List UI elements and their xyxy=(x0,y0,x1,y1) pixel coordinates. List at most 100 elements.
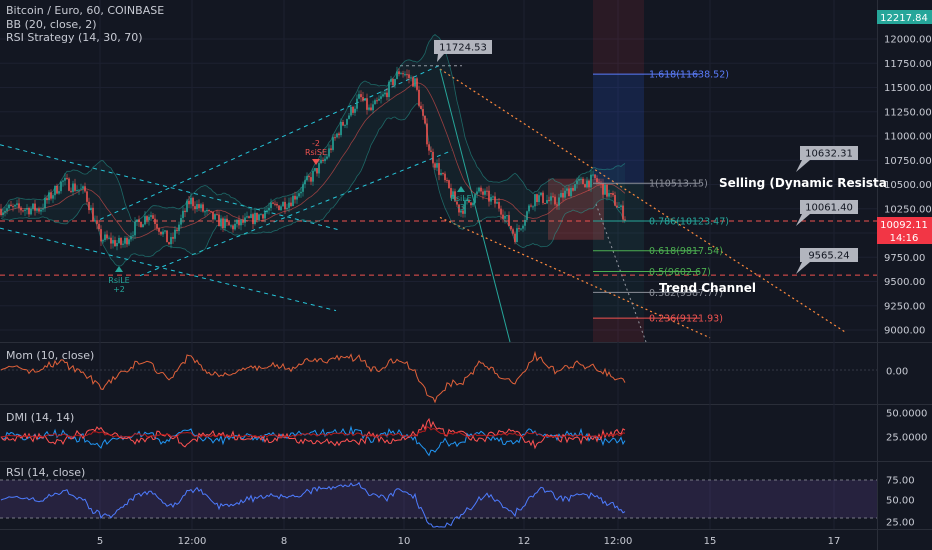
candle xyxy=(562,192,564,198)
candle xyxy=(614,195,616,206)
candle xyxy=(590,174,592,188)
candle xyxy=(256,212,258,221)
symbol-legend[interactable]: Bitcoin / Euro, 60, COINBASE xyxy=(6,4,165,17)
dmi-pane-title[interactable]: DMI (14, 14) xyxy=(6,411,75,424)
candle xyxy=(584,184,586,188)
candle xyxy=(306,176,308,181)
rsi-line xyxy=(0,481,626,528)
channel-line xyxy=(99,64,441,220)
bb-upper xyxy=(0,33,626,223)
candle xyxy=(286,207,288,210)
candle xyxy=(260,214,262,216)
candle xyxy=(316,168,318,174)
candle xyxy=(574,184,576,191)
candle xyxy=(156,224,158,229)
candle xyxy=(442,173,444,175)
candle xyxy=(278,205,280,211)
candle xyxy=(196,204,198,210)
callout-mid-2: 10061.40 xyxy=(796,200,858,226)
bb-legend[interactable]: BB (20, close, 2) xyxy=(6,18,97,31)
candle xyxy=(376,100,378,102)
candle xyxy=(222,218,224,229)
candle xyxy=(78,189,80,191)
candle xyxy=(480,187,482,192)
candle xyxy=(386,92,388,98)
candle xyxy=(458,204,460,213)
candle xyxy=(510,225,512,230)
candle xyxy=(40,209,42,212)
candle xyxy=(358,94,360,99)
candle xyxy=(48,192,50,201)
candle xyxy=(4,210,6,213)
candle xyxy=(302,184,304,192)
fib-levels: 1.618(11638.52) 1(10513.15) 0.786(10123.47… xyxy=(593,70,729,325)
candle xyxy=(102,240,104,242)
candle xyxy=(150,215,152,217)
fib-zone-extension xyxy=(593,74,644,184)
candle xyxy=(402,73,404,75)
price-scale[interactable] xyxy=(877,0,932,550)
last-price-text: 10092.11 xyxy=(880,220,928,231)
candle xyxy=(186,200,188,212)
candle xyxy=(374,100,376,105)
last-price-badge xyxy=(877,217,932,231)
candle xyxy=(42,208,44,210)
candle xyxy=(594,174,596,179)
fib-zone-bottom xyxy=(593,318,644,342)
candle xyxy=(560,192,562,198)
candle xyxy=(88,201,90,211)
candle xyxy=(264,212,266,219)
candle xyxy=(280,206,282,211)
candle xyxy=(30,208,32,215)
rsi-le-count: -3 xyxy=(457,203,465,212)
callout-low: 9565.24 xyxy=(796,248,858,274)
candle xyxy=(138,219,140,223)
candle xyxy=(226,218,228,223)
candle xyxy=(398,71,400,75)
candle xyxy=(50,192,52,199)
candle xyxy=(96,220,98,224)
candle xyxy=(8,204,10,209)
fib-zone xyxy=(548,0,644,342)
candle xyxy=(488,190,490,202)
callout-high-text: 11724.53 xyxy=(439,43,487,54)
candle xyxy=(438,163,440,175)
candle xyxy=(152,215,154,219)
candle xyxy=(608,193,610,197)
candle xyxy=(54,185,56,196)
candle xyxy=(348,115,350,119)
candle xyxy=(330,148,332,150)
candle xyxy=(470,202,472,206)
countdown-text: 14:16 xyxy=(890,233,919,244)
candle xyxy=(388,81,390,98)
price-tick-label: 10500.00 xyxy=(884,180,932,191)
candle xyxy=(108,237,110,239)
candle xyxy=(212,211,214,220)
candle xyxy=(518,228,520,230)
candle xyxy=(482,191,484,195)
candle xyxy=(242,219,244,223)
candle xyxy=(100,229,102,242)
candle xyxy=(190,197,192,205)
candle xyxy=(334,137,336,139)
candle xyxy=(18,203,20,208)
candle xyxy=(380,96,382,99)
rsi-pane-title[interactable]: RSI (14, close) xyxy=(6,466,86,479)
bb-fill xyxy=(1,34,625,266)
candle xyxy=(548,200,550,202)
candle xyxy=(266,210,268,213)
arrow-up-icon xyxy=(115,266,123,272)
candle xyxy=(352,106,354,113)
channel-line xyxy=(0,144,341,231)
candle xyxy=(46,198,48,201)
candle xyxy=(528,205,530,212)
candle xyxy=(314,168,316,171)
candle xyxy=(368,107,370,110)
candle xyxy=(262,214,264,219)
strategy-legend[interactable]: RSI Strategy (14, 30, 70) xyxy=(6,31,143,44)
fib-level-label: 0.236(9121.93) xyxy=(649,314,723,325)
mom-pane-title[interactable]: Mom (10, close) xyxy=(6,349,95,362)
candle xyxy=(554,196,556,205)
candle xyxy=(366,98,368,110)
